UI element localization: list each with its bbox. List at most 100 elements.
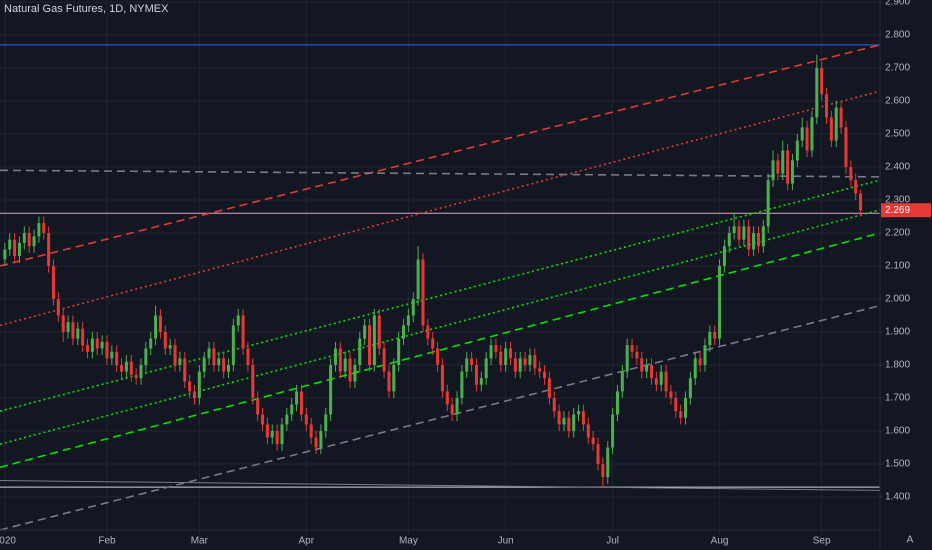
candle-body [110,351,114,359]
candle-body [688,378,692,398]
candle-body [499,351,503,365]
candle-body [684,397,688,418]
x-tick-label: Mar [191,536,209,547]
candle-body [752,232,756,250]
trend-line [0,209,881,445]
last-price-box [881,203,931,218]
candle-body [654,378,658,385]
candle-body [795,140,799,161]
candle-body [251,364,255,398]
candle-body [353,364,357,382]
candle-body [839,107,843,128]
candle-body [241,315,245,349]
y-tick-label: 1.800 [885,360,910,371]
candle-body [606,447,610,478]
candle-body [849,166,853,181]
candle-body [212,348,216,365]
candle-body [781,150,785,174]
candle-body [86,345,90,352]
candle-body [217,358,221,365]
candle-body [815,67,819,118]
candle-body [71,322,75,339]
candle-body [761,226,765,247]
candle-body [591,437,595,445]
auto-scale-button[interactable]: A [907,535,914,546]
candle-body [236,315,240,326]
candle-body [664,371,668,392]
candle-body [183,358,187,382]
candle-body [659,371,663,385]
candle-body [615,391,619,415]
candle-body [508,348,513,359]
candle-body [518,358,522,372]
candle-body [737,226,741,240]
candle-body [679,411,683,418]
candle-body [319,430,323,448]
candle-body [445,391,449,405]
candle-body [436,348,440,365]
candle-body [202,358,206,372]
candle-body [387,371,391,392]
candle-body [611,414,615,448]
candle-body [51,265,55,299]
candle-body [747,226,751,250]
candle-body [581,411,585,425]
candle-body [37,223,41,237]
candle-body [465,358,469,372]
candle-body [640,358,644,372]
candle-body [358,338,362,365]
candle-body [222,358,226,372]
y-tick-label: 2.800 [885,30,910,41]
candle-body [805,127,809,151]
candle-body [620,371,624,392]
y-tick-label: 2.000 [885,294,910,305]
candle-body [333,348,337,365]
candle-body [450,404,454,415]
y-tick-label: 1.900 [885,327,910,338]
candle-body [382,348,386,372]
y-tick-label: 2.700 [885,63,910,74]
candle-body [547,378,551,398]
candle-body [528,355,532,365]
candle-body [372,315,376,365]
x-tick-label: 2020 [0,536,16,547]
x-tick-label: Apr [299,536,315,547]
candle-body [474,364,478,385]
candle-body [669,391,673,398]
candle-body [66,322,70,332]
candle-body [722,246,726,266]
candle-body [718,265,722,339]
candle-body [645,364,649,372]
candle-body [625,345,629,372]
x-tick-label: May [399,536,418,547]
candle-body [188,381,192,392]
candle-body [32,236,36,247]
candle-body [124,361,128,372]
candle-body [95,338,99,349]
candle-body [304,414,308,425]
trend-line [0,304,881,531]
candle-body [173,345,177,365]
candle-body [120,364,124,372]
candle-body [713,331,717,339]
x-tick-label: Jun [498,536,514,547]
x-tick-label: Jul [606,536,619,547]
x-tick-label: Sep [813,536,831,547]
candle-body [163,331,167,349]
trend-line [0,44,881,267]
x-tick-label: Feb [98,536,116,547]
candle-body [115,351,119,365]
candle-body [47,232,51,266]
trend-line [0,90,881,327]
candle-body [776,160,780,174]
candle-body [708,331,712,346]
candle-body [207,348,211,359]
candle-body [42,223,46,233]
candle-body [275,430,279,445]
candle-body [577,411,581,415]
candle-body [504,348,508,365]
candle-body [703,345,707,365]
candle-body [484,358,488,379]
candle-body [742,226,746,240]
